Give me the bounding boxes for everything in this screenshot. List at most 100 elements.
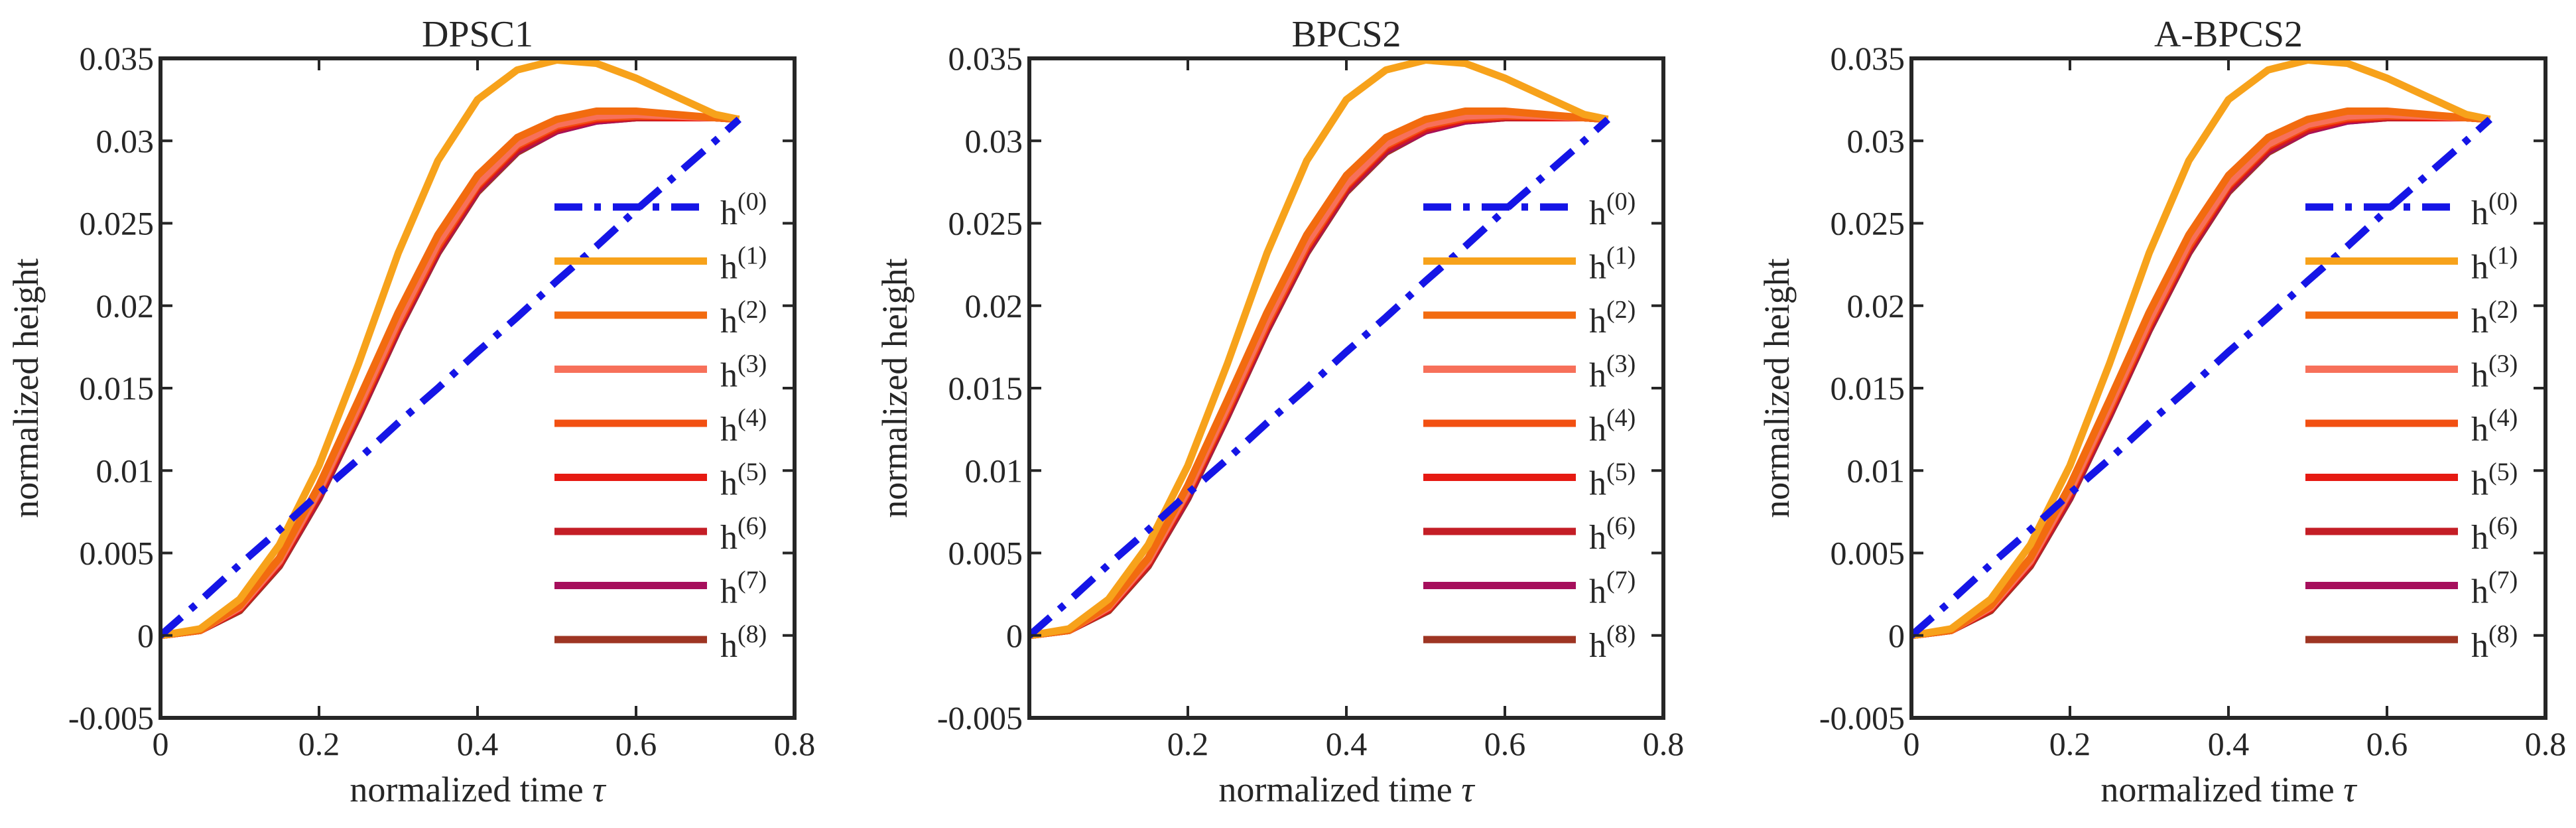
legend-label-base: h (2471, 573, 2488, 611)
x-tick-label: 0 (153, 725, 169, 762)
legend-item: h(4) (1423, 404, 1636, 448)
y-axis-label: normalized height (875, 258, 915, 518)
legend-label: h(4) (720, 404, 767, 448)
legend-label: h(8) (720, 620, 767, 665)
y-tick-label: -0.005 (1819, 699, 1905, 736)
legend-item: h(6) (554, 512, 767, 557)
legend-item: h(1) (2305, 242, 2518, 287)
legend-label: h(7) (2471, 567, 2518, 611)
legend-item: h(0) (554, 188, 767, 232)
y-tick-label: 0.005 (1831, 535, 1905, 572)
y-tick-label: 0.01 (1847, 452, 1905, 489)
y-tick-label: 0.01 (965, 452, 1023, 489)
x-axis-label-symbol: τ (2343, 770, 2357, 809)
legend-label-base: h (720, 357, 738, 395)
legend-label-base: h (720, 194, 738, 232)
legend-label-base: h (1589, 194, 1606, 232)
legend-item: h(7) (2305, 567, 2518, 611)
legend-label-base: h (720, 519, 738, 557)
legend-label: h(4) (1589, 404, 1636, 448)
legend-label-base: h (720, 627, 738, 665)
legend-label-sup: (7) (738, 567, 767, 594)
x-tick-label: 0.8 (774, 725, 816, 762)
legend-label: h(5) (1589, 458, 1636, 503)
legend-label-sup: (2) (738, 296, 767, 324)
y-tick-label: 0.005 (948, 535, 1023, 572)
legend-label-sup: (1) (738, 242, 767, 270)
legend-label: h(1) (2471, 242, 2518, 287)
legend-label-sup: (4) (1606, 404, 1636, 432)
y-tick-label: 0 (1888, 617, 1905, 654)
x-axis-label-text: normalized time (350, 770, 592, 809)
y-tick-label: 0.03 (1847, 122, 1905, 159)
x-tick-label: 0.4 (1326, 725, 1368, 762)
legend-label-sup: (3) (1606, 350, 1636, 378)
legend-label-sup: (8) (1606, 620, 1636, 648)
legend: h(0)h(1)h(2)h(3)h(4)h(5)h(6)h(7)h(8) (1423, 188, 1636, 665)
legend: h(0)h(1)h(2)h(3)h(4)h(5)h(6)h(7)h(8) (2305, 188, 2518, 665)
legend-label-sup: (7) (1606, 567, 1636, 594)
legend-item: h(5) (554, 458, 767, 503)
legend-label: h(4) (2471, 404, 2518, 448)
legend-label-base: h (720, 249, 738, 287)
legend: h(0)h(1)h(2)h(3)h(4)h(5)h(6)h(7)h(8) (554, 188, 767, 665)
x-axis-label-text: normalized time (1218, 770, 1461, 809)
y-tick-label: 0.03 (96, 122, 155, 159)
legend-label-sup: (6) (1606, 512, 1636, 540)
y-tick-label: -0.005 (68, 699, 154, 736)
legend-label: h(7) (1589, 567, 1636, 611)
legend-item: h(1) (1423, 242, 1636, 287)
chart-title: DPSC1 (422, 14, 533, 55)
x-tick-label: 0.6 (1484, 725, 1526, 762)
legend-label: h(2) (2471, 296, 2518, 340)
x-tick-label: 0 (1903, 725, 1920, 762)
legend-item: h(2) (554, 296, 767, 340)
legend-label-base: h (2471, 194, 2488, 232)
legend-label-base: h (2471, 249, 2488, 287)
x-axis-label-text: normalized time (2100, 770, 2343, 809)
x-tick-label: 0.2 (2049, 725, 2091, 762)
legend-item: h(3) (2305, 350, 2518, 395)
legend-label-base: h (720, 303, 738, 340)
panel-2: -0.005 0 0.005 0.01 0.015 0.02 0.025 0.03 0.035 0… (875, 14, 1684, 809)
legend-label-base: h (1589, 357, 1606, 395)
panel-1: -0.00500.0050.010.0150.020.0250.030.0350… (6, 14, 815, 809)
legend-label: h(8) (1589, 620, 1636, 665)
y-tick-label: 0.02 (1847, 287, 1905, 324)
series-group (161, 58, 741, 640)
legend-item: h(3) (1423, 350, 1636, 395)
legend-label-sup: (4) (738, 404, 767, 432)
legend-label-sup: (5) (738, 458, 767, 486)
legend-label: h(3) (720, 350, 767, 395)
legend-label-sup: (0) (1606, 188, 1636, 216)
legend-label-base: h (2471, 411, 2488, 448)
legend-label: h(1) (720, 242, 767, 287)
legend-item: h(2) (2305, 296, 2518, 340)
series-line-h0 (1029, 116, 1610, 638)
y-tick-label: 0 (1006, 617, 1023, 654)
y-tick-label: 0.005 (80, 535, 155, 572)
legend-item: h(7) (554, 567, 767, 611)
series-line-h1 (1911, 58, 2491, 640)
legend-label: h(3) (2471, 350, 2518, 395)
legend-item: h(8) (2305, 620, 2518, 665)
y-tick-label: 0.035 (80, 40, 155, 77)
legend-label-sup: (8) (738, 620, 767, 648)
series-line-h0 (1911, 116, 2492, 638)
y-tick-label: 0.015 (948, 370, 1023, 407)
legend-label: h(6) (2471, 512, 2518, 557)
legend-label-sup: (0) (738, 188, 767, 216)
legend-label: h(1) (1589, 242, 1636, 287)
legend-label-sup: (1) (1606, 242, 1636, 270)
legend-label-sup: (4) (2488, 404, 2518, 432)
y-tick-label: 0.035 (948, 40, 1023, 77)
y-tick-label: 0.02 (965, 287, 1023, 324)
legend-label-sup: (6) (2488, 512, 2518, 540)
x-tick-label: 0.4 (2208, 725, 2250, 762)
x-axis-label: normalized time τ (350, 770, 606, 809)
series-group (1911, 58, 2492, 640)
y-tick-label: 0.025 (80, 205, 155, 242)
y-axis-label: normalized height (6, 258, 46, 518)
y-tick-label: 0.015 (1831, 370, 1905, 407)
